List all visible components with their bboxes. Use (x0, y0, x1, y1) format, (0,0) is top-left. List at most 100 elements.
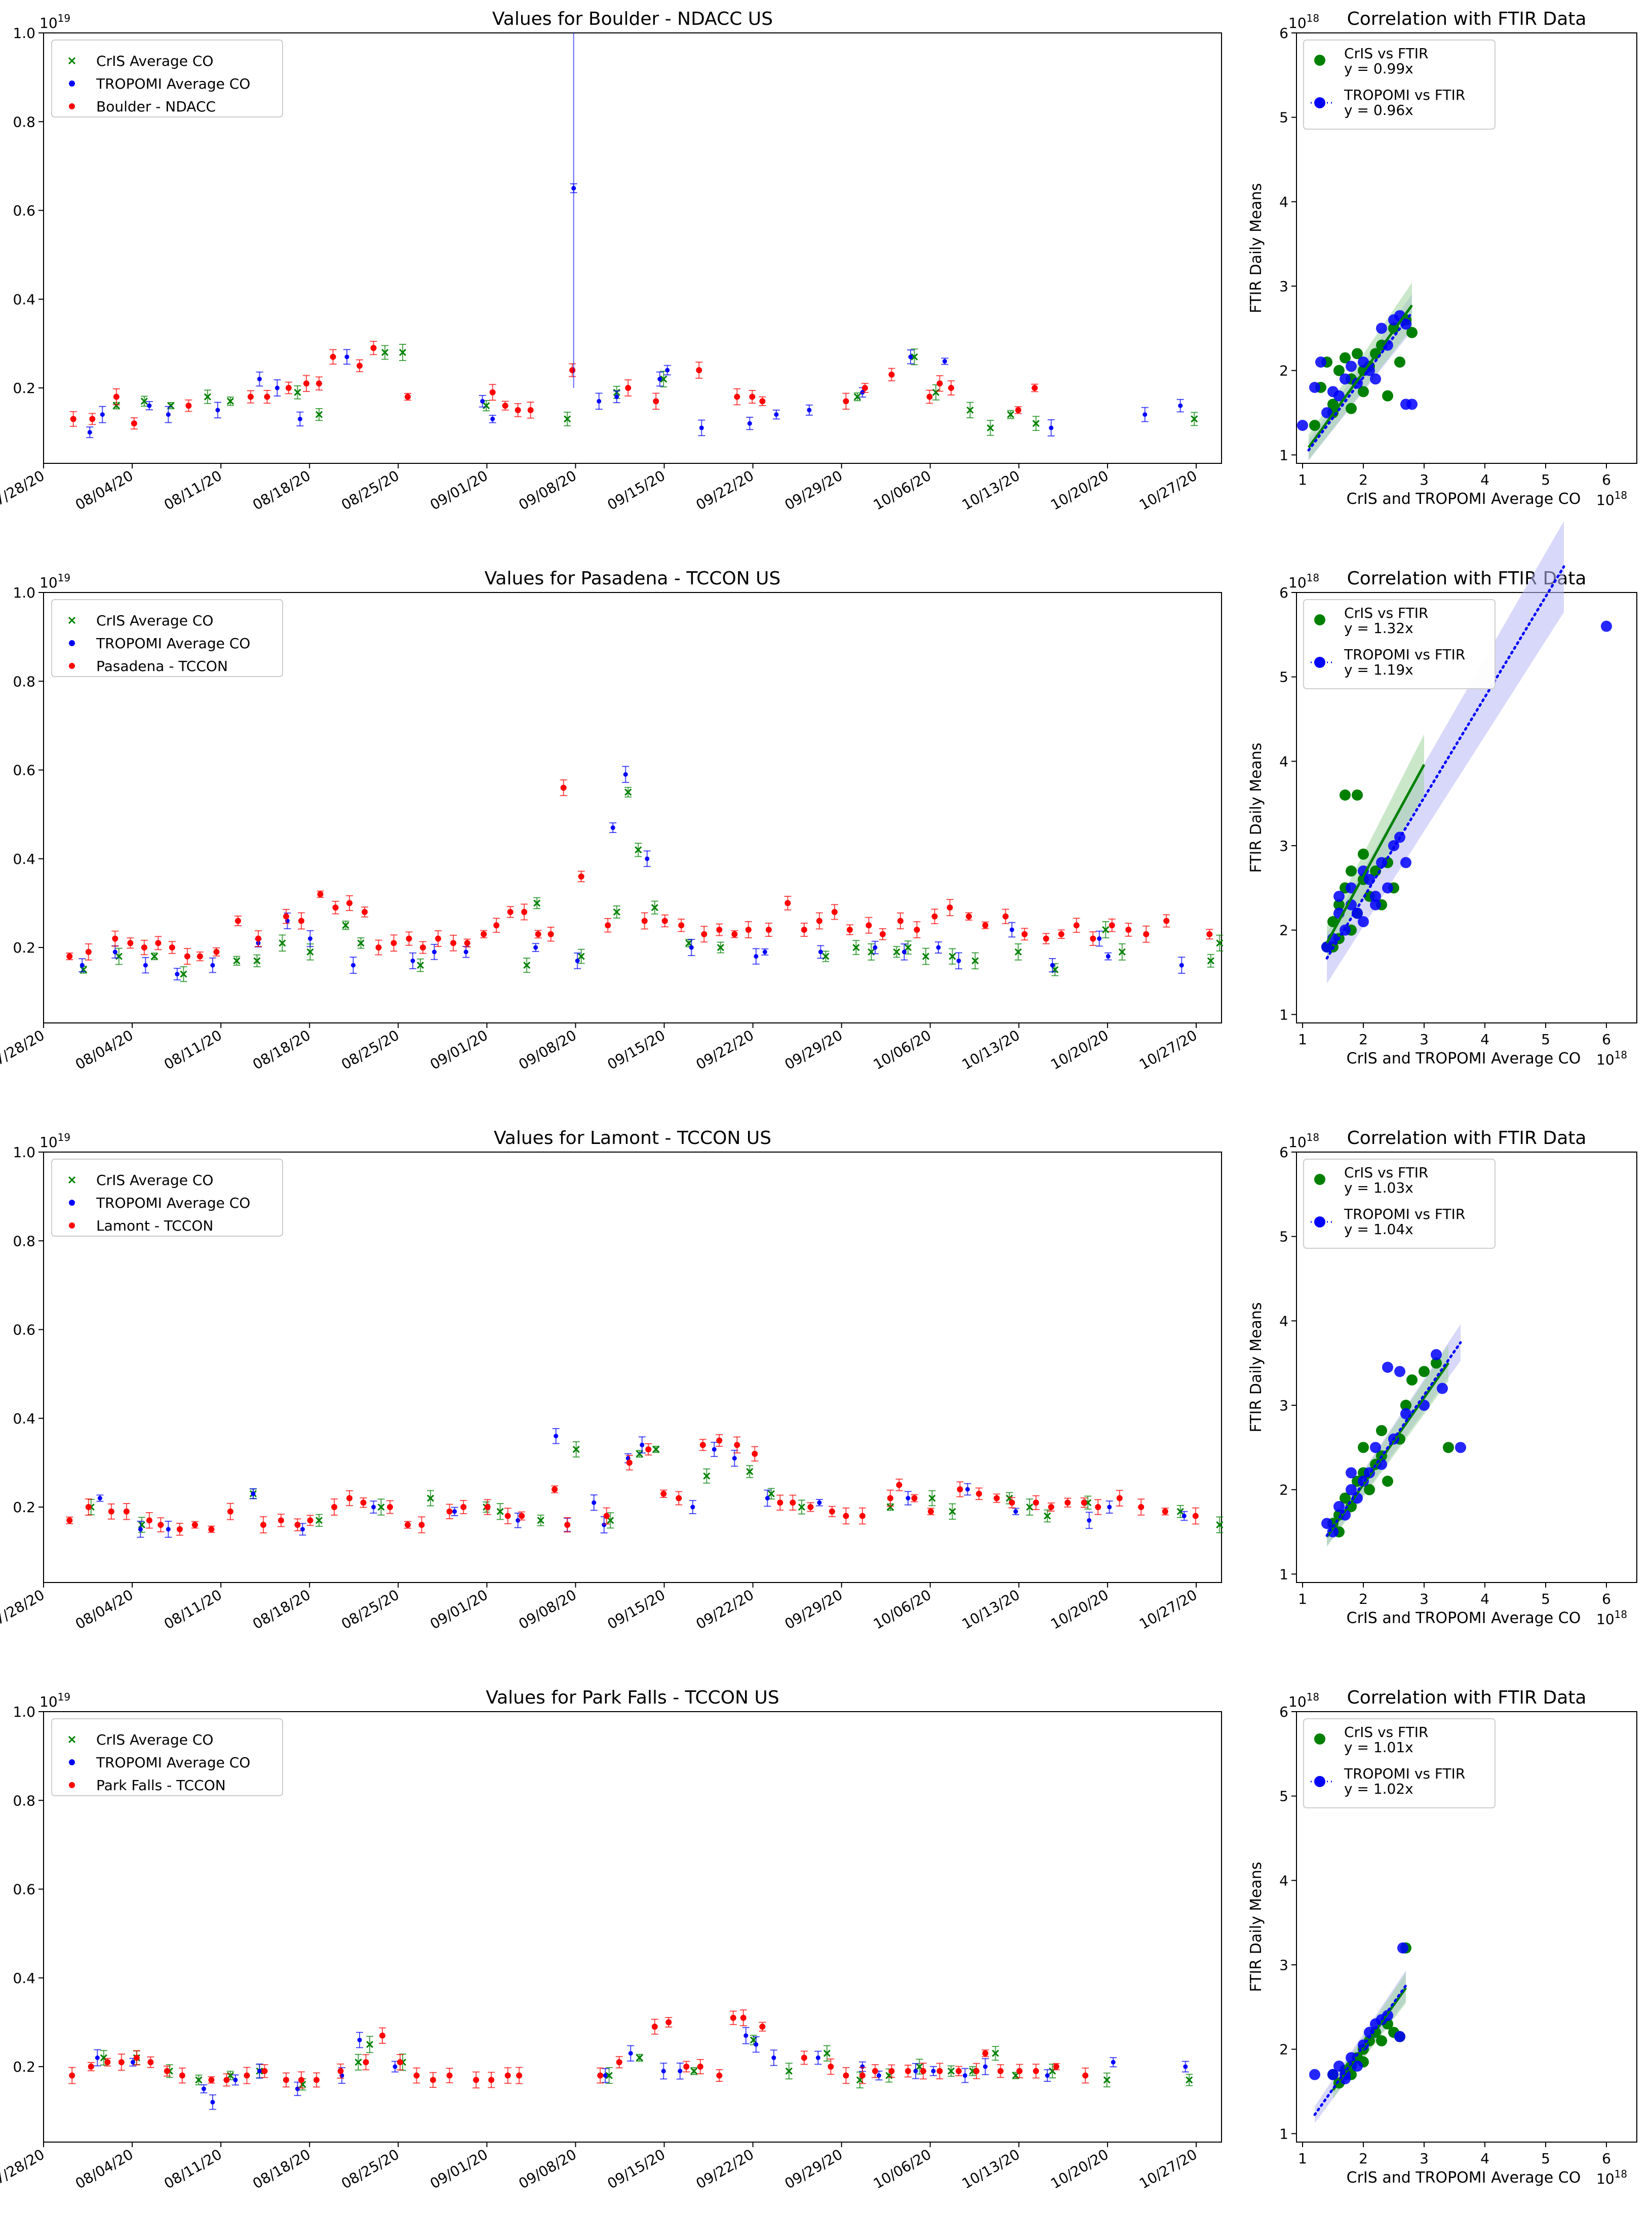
data-point (937, 2068, 943, 2074)
data-point (1049, 425, 1053, 430)
corr-x-tick-label: 2 (1359, 471, 1368, 488)
tropomi-point (1333, 891, 1345, 902)
legend-marker (1314, 1776, 1325, 1787)
data-point (1162, 1509, 1168, 1515)
data-point (275, 386, 280, 390)
data-point (481, 931, 487, 937)
x-tick-label: 09/29/20 (782, 467, 845, 513)
data-point (843, 2073, 849, 2079)
data-point (119, 2059, 125, 2065)
data-point (452, 1509, 457, 1514)
corr-y-tick-label: 5 (1279, 1229, 1288, 1245)
data-point (257, 377, 262, 381)
x-tick-label: 08/25/20 (338, 1026, 402, 1073)
tropomi-point (1394, 2031, 1405, 2042)
corr-y-exponent: 1018 (1288, 12, 1319, 31)
x-tick-label: 08/11/20 (161, 467, 224, 513)
x-tick-label: 08/18/20 (250, 1026, 313, 1073)
data-point (208, 2077, 214, 2083)
data-point (936, 945, 941, 950)
tropomi-point (1455, 1442, 1466, 1453)
correlation-xlabel: CrIS and TROPOMI Average CO (1347, 1050, 1581, 1067)
data-point (914, 927, 920, 933)
data-point (66, 1517, 72, 1523)
data-point (569, 367, 575, 373)
correlation-xlabel: CrIS and TROPOMI Average CO (1347, 2169, 1581, 2187)
x-tick-label: 10/13/20 (959, 467, 1022, 513)
x-tick-label: 10/13/20 (959, 1026, 1022, 1073)
y-tick-label: 0.4 (13, 851, 35, 867)
corr-x-tick-label: 6 (1602, 1591, 1611, 1607)
data-point (1163, 918, 1169, 924)
corr-y-tick-label: 5 (1279, 669, 1288, 686)
x-tick-label: 09/29/20 (782, 1586, 845, 1632)
data-point (578, 874, 584, 880)
data-point (147, 404, 151, 408)
data-point (100, 412, 105, 417)
data-point (464, 940, 470, 946)
x-tick-label: 09/08/20 (516, 2146, 579, 2192)
data-point (251, 1491, 255, 1496)
chart-row-1: Values for Boulder - NDACC US10190.20.40… (0, 9, 1637, 513)
data-point (763, 950, 767, 954)
data-point (920, 2068, 926, 2074)
legend-label: TROPOMI Average CO (96, 635, 250, 652)
cris-point (1376, 1425, 1387, 1436)
data-point (748, 421, 752, 426)
data-point (602, 1523, 606, 1527)
x-tick-label: 09/15/20 (605, 1586, 668, 1632)
x-tick-label: 08/04/20 (72, 1026, 136, 1073)
data-point (338, 2068, 344, 2074)
tropomi-point (1394, 1366, 1405, 1377)
corr-y-tick-label: 2 (1279, 922, 1288, 939)
data-point (317, 891, 323, 897)
chart-row-2: Values for Pasadena - TCCON US10190.20.4… (0, 521, 1637, 1073)
data-point (662, 918, 668, 924)
data-point (1081, 1499, 1087, 1506)
data-point (485, 1504, 491, 1510)
x-tick-label: 09/01/20 (427, 2146, 490, 2192)
tropomi-point (1601, 621, 1612, 632)
data-point (493, 922, 499, 928)
legend-label: Boulder - NDACC (96, 98, 216, 115)
data-point (982, 2050, 989, 2056)
cris-point (1352, 789, 1363, 801)
correlation-legend: CrIS vs FTIRy = 1.32xTROPOMI vs FTIRy = … (1304, 600, 1495, 689)
x-tick-label: 09/01/20 (427, 467, 490, 513)
corr-y-tick-label: 5 (1279, 109, 1288, 126)
data-point (1193, 1513, 1199, 1519)
data-point (575, 959, 580, 963)
y-axis-exponent: 1019 (40, 12, 70, 31)
data-point (308, 936, 312, 941)
correlation-panel: Correlation with FTIR Data 1018 1018 CrIS a… (1247, 1128, 1637, 1628)
y-tick-label: 0.8 (13, 1792, 35, 1809)
x-tick-label: 10/13/20 (959, 1586, 1022, 1632)
corr-x-tick-label: 4 (1480, 2150, 1489, 2167)
x-tick-label: 10/20/20 (1048, 2146, 1111, 2192)
data-point (801, 2055, 807, 2061)
data-point (957, 959, 961, 963)
data-point (1065, 1499, 1071, 1506)
corr-y-exponent: 1018 (1288, 572, 1319, 591)
data-point (994, 1495, 1000, 1501)
tropomi-point (1382, 882, 1393, 893)
data-point (1082, 2073, 1088, 2079)
data-point (862, 385, 868, 391)
data-point (210, 2100, 215, 2105)
data-point (488, 2077, 494, 2083)
data-point (516, 2073, 522, 2079)
corr-x-tick-label: 2 (1359, 2150, 1368, 2167)
cris-point (1376, 2035, 1387, 2046)
data-point (759, 398, 765, 404)
data-point (902, 950, 907, 954)
data-point (113, 394, 120, 400)
y-tick-label: 1.0 (13, 25, 35, 42)
timeseries-title: Values for Park Falls - TCCON US (486, 1687, 779, 1708)
correlation-ylabel: FTIR Daily Means (1247, 183, 1265, 313)
tropomi-point (1370, 373, 1381, 384)
x-tick-label: 07/28/20 (0, 2146, 48, 2192)
x-tick-label: 08/18/20 (250, 467, 313, 513)
y-tick-label: 1.0 (13, 1704, 35, 1720)
data-point (829, 1509, 835, 1515)
data-point (505, 2073, 511, 2079)
